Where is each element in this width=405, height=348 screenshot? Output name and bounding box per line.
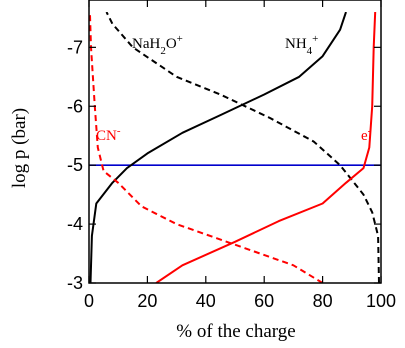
series-line-cn- [89, 12, 324, 283]
x-tick-label: 20 [137, 291, 157, 311]
y-tick-label: -6 [67, 96, 83, 116]
x-tick-label: 40 [196, 291, 216, 311]
y-tick-label: -3 [67, 273, 83, 293]
plot-area [89, 12, 381, 283]
axes: 0 20 40 60 80 100 -3 -4 -5 -6 -7 NaH2O+ NH4+ CN-e- [67, 0, 396, 311]
x-tick-label: 60 [254, 291, 274, 311]
y-tick-label: -5 [67, 155, 83, 175]
x-axis-label: % of the charge [176, 321, 295, 342]
x-tick-label: 0 [84, 291, 94, 311]
plot-frame [88, 0, 382, 284]
y-tick-label: -7 [67, 37, 83, 57]
x-tick-label: 100 [366, 291, 396, 311]
series-label-cn-: CN- [96, 125, 121, 144]
series-line-nh4- [89, 12, 347, 283]
series-label-nah2o-: NaH2O+ [132, 33, 183, 57]
series-line-nah2o- [105, 12, 380, 283]
y-tick-label: -4 [67, 214, 83, 234]
series-label-nh4-: NH4+ [285, 33, 318, 57]
series-label-e-: e- [361, 125, 372, 144]
x-tick-label: 80 [313, 291, 333, 311]
series-line-e- [155, 12, 377, 283]
y-axis-label: log p (bar) [9, 108, 30, 188]
